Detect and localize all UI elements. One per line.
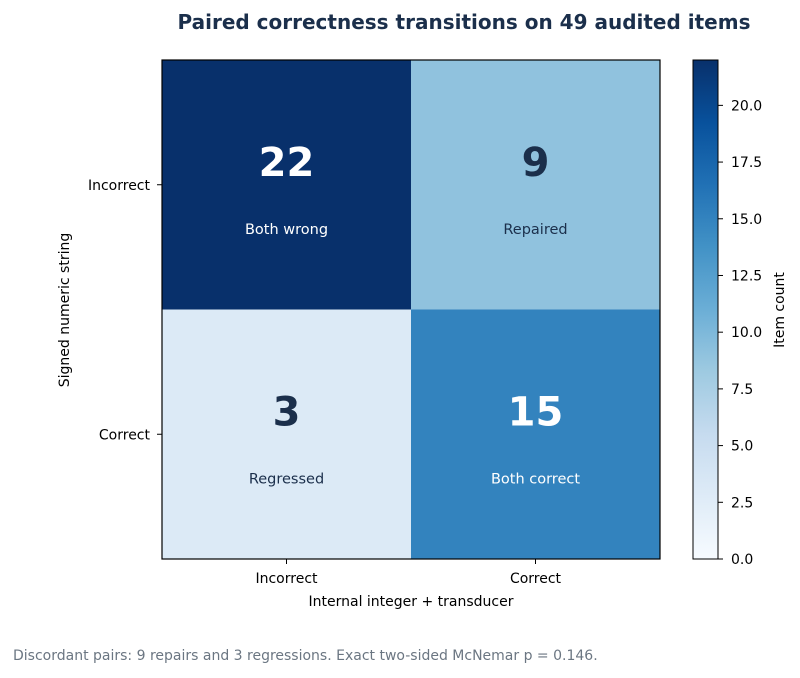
- colorbar-tick-label: 15.0: [731, 212, 762, 228]
- y-axis-label: Signed numeric string: [57, 233, 73, 387]
- x-axis-ticks: Incorrect Correct: [255, 559, 562, 587]
- footnote: Discordant pairs: 9 repairs and 3 regres…: [13, 648, 598, 664]
- y-axis-ticks: Incorrect Correct: [88, 178, 162, 443]
- heatmap-cell: [162, 309, 412, 560]
- colorbar-tick-label: 17.5: [731, 155, 762, 171]
- heatmap-cell: [411, 60, 661, 310]
- colorbar-tick-label: 20.0: [731, 98, 762, 114]
- cell-value: 15: [508, 389, 564, 435]
- cell-value: 9: [522, 140, 550, 186]
- heatmap-cell: [411, 309, 661, 560]
- colorbar-label: Item count: [772, 272, 788, 348]
- cell-label: Both correct: [491, 471, 580, 487]
- colorbar: [692, 59, 719, 560]
- cell-label: Both wrong: [245, 222, 328, 238]
- colorbar-tick-label: 7.5: [731, 382, 753, 398]
- y-tick-label: Incorrect: [88, 178, 151, 194]
- colorbar-tick-label: 0.0: [731, 552, 753, 568]
- colorbar-tick-label: 10.0: [731, 325, 762, 341]
- colorbar-tick-label: 2.5: [731, 495, 753, 511]
- plot-frame: [161, 59, 661, 560]
- heatmap-cell: [162, 60, 412, 310]
- cell-label: Regressed: [249, 471, 324, 487]
- heatmap-cells: 22 Both wrong 9 Repaired 3 Regressed 15 Both co…: [162, 60, 661, 560]
- x-tick-label: Incorrect: [255, 571, 318, 587]
- cell-value: 3: [273, 389, 301, 435]
- colorbar-ticks: 0.0 2.5 5.0 7.5 10.0 12.5 15.0 17.5 20.0: [718, 98, 762, 568]
- y-tick-label: Correct: [99, 427, 151, 443]
- x-axis-label: Internal integer + transducer: [309, 594, 514, 610]
- chart-title: Paired correctness transitions on 49 aud…: [177, 10, 750, 34]
- colorbar-tick-label: 12.5: [731, 268, 762, 284]
- x-tick-label: Correct: [510, 571, 562, 587]
- cell-label: Repaired: [503, 222, 567, 238]
- cell-value: 22: [259, 140, 315, 186]
- colorbar-tick-label: 5.0: [731, 439, 753, 455]
